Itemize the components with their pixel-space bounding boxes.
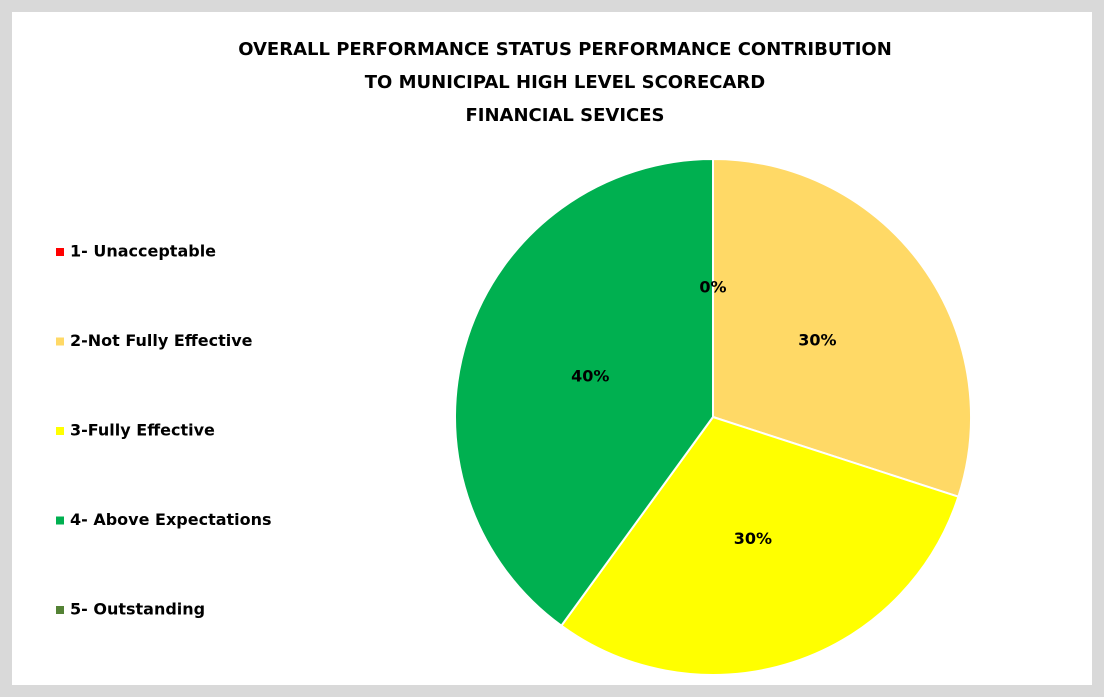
- legend-marker: [56, 427, 64, 435]
- legend-marker: [56, 516, 64, 525]
- legend-marker: [56, 248, 64, 256]
- legend-label: 5- Outstanding: [70, 600, 205, 619]
- data-label: 0%: [699, 278, 726, 297]
- legend-marker: [56, 606, 64, 614]
- chart-title: FINANCIAL SEVICES: [466, 105, 665, 126]
- legend-marker: [56, 337, 64, 346]
- legend-label: 2-Not Fully Effective: [70, 331, 253, 350]
- legend-label: 3-Fully Effective: [70, 421, 215, 440]
- pie-slice: [712, 157, 972, 498]
- legend-label: 4- Above Expectations: [70, 510, 272, 529]
- chart-title: OVERALL PERFORMANCE STATUS PERFORMANCE C…: [238, 39, 892, 60]
- pie-slice: [454, 157, 714, 628]
- data-label: 40%: [571, 367, 609, 386]
- data-label: 30%: [798, 331, 836, 350]
- chart-title: TO MUNICIPAL HIGH LEVEL SCORECARD: [365, 72, 765, 93]
- pie-slice: [559, 415, 960, 676]
- legend-label: 1- Unacceptable: [70, 242, 216, 261]
- data-label: 30%: [734, 529, 772, 548]
